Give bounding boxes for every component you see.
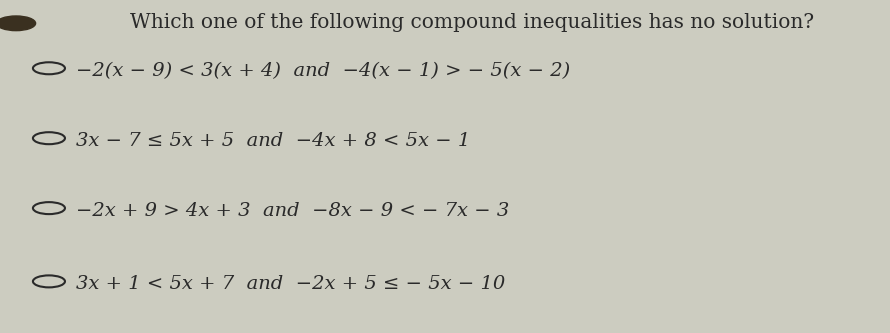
Text: Which one of the following compound inequalities has no solution?: Which one of the following compound ineq… bbox=[130, 13, 813, 32]
Text: −2(x − 9) < 3(x + 4)  and  −4(x − 1) > − 5(x − 2): −2(x − 9) < 3(x + 4) and −4(x − 1) > − 5… bbox=[76, 62, 570, 80]
Circle shape bbox=[0, 16, 36, 31]
Text: 3x − 7 ≤ 5x + 5  and  −4x + 8 < 5x − 1: 3x − 7 ≤ 5x + 5 and −4x + 8 < 5x − 1 bbox=[76, 132, 470, 150]
Text: 3x + 1 < 5x + 7  and  −2x + 5 ≤ − 5x − 10: 3x + 1 < 5x + 7 and −2x + 5 ≤ − 5x − 10 bbox=[76, 275, 505, 293]
Text: −2x + 9 > 4x + 3  and  −8x − 9 < − 7x − 3: −2x + 9 > 4x + 3 and −8x − 9 < − 7x − 3 bbox=[76, 202, 509, 220]
